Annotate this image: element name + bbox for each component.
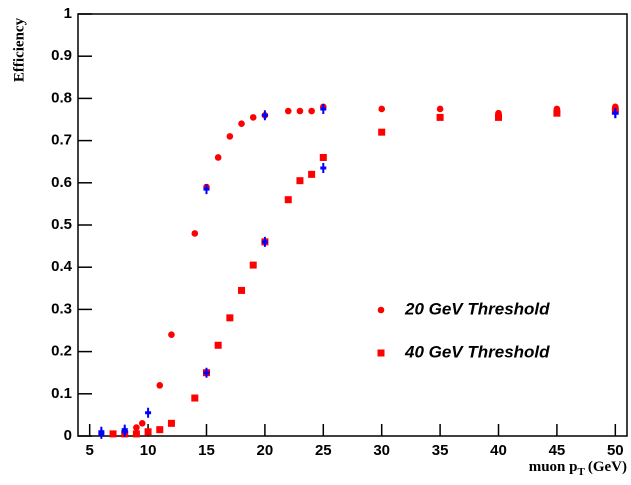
y-tick-label: 1 [64, 5, 72, 22]
y-tick-label: 0.8 [51, 89, 72, 106]
data-point [284, 107, 292, 115]
data-point [319, 153, 327, 161]
y-tick-label: 0.4 [51, 258, 73, 275]
data-point [378, 105, 386, 113]
data-point [156, 382, 164, 389]
x-tick-label: 15 [198, 442, 215, 459]
plot-frame [77, 13, 628, 437]
legend-marker [377, 349, 385, 357]
data-point [249, 114, 257, 121]
y-tick-label: 0.3 [51, 300, 72, 317]
y-tick-label: 0.5 [51, 216, 72, 233]
data-point [261, 110, 268, 121]
x-tick-label: 20 [257, 442, 274, 459]
data-point [226, 314, 234, 322]
data-point [296, 177, 304, 185]
data-point [436, 105, 444, 113]
data-point [296, 107, 304, 115]
data-point [238, 120, 245, 128]
y-axis-label: Efficiency [11, 17, 27, 82]
data-point [145, 407, 152, 418]
x-tick-label: 25 [315, 442, 332, 459]
data-point [133, 424, 140, 431]
y-tick-label: 0.7 [51, 132, 72, 149]
data-point [320, 103, 327, 114]
data-point [203, 367, 210, 378]
legend-label: 20 GeV Threshold [404, 299, 550, 318]
data-point [284, 196, 292, 204]
data-point [109, 430, 117, 438]
x-label-sub: T [578, 466, 586, 478]
x-label-main: muon p [529, 459, 578, 475]
x-tick-label: 45 [549, 442, 566, 459]
data-point [308, 170, 316, 178]
data-point [98, 428, 105, 439]
data-point [378, 128, 386, 136]
data-point [191, 394, 199, 402]
data-point [203, 184, 210, 195]
data-point [214, 154, 222, 161]
data-point [320, 163, 327, 174]
x-tick-label: 10 [140, 442, 157, 459]
data-point [261, 236, 268, 247]
data-point [612, 108, 619, 119]
y-tick-label: 0.6 [51, 174, 72, 191]
data-point [168, 331, 175, 339]
data-point [495, 113, 503, 121]
x-tick-label: 5 [86, 442, 94, 459]
y-tick-label: 0.9 [51, 47, 72, 64]
data-point [144, 428, 152, 436]
x-tick-label: 35 [432, 442, 449, 459]
x-tick-label: 50 [607, 442, 624, 459]
y-tick-label: 0 [64, 427, 72, 444]
data-point [132, 430, 140, 438]
x-label-unit: (GeV) [588, 459, 627, 475]
legend-marker [377, 306, 385, 314]
data-point [308, 107, 315, 115]
data-point [191, 230, 199, 237]
y-tick-label: 0.1 [51, 385, 72, 402]
data-point [238, 286, 246, 294]
y-tick-label: 0.2 [51, 343, 72, 360]
x-tick-label: 30 [373, 442, 390, 459]
x-tick-label: 40 [490, 442, 507, 459]
data-point [553, 109, 561, 117]
data-point [121, 426, 128, 437]
data-point [226, 133, 234, 140]
x-axis-label: muon pT (GeV) [529, 459, 627, 477]
data-point [214, 341, 222, 349]
data-point [138, 420, 146, 427]
data-point [249, 261, 257, 269]
data-point [167, 419, 175, 427]
legend-label: 40 GeV Threshold [404, 342, 550, 361]
data-point [156, 426, 164, 434]
data-point [436, 113, 444, 121]
